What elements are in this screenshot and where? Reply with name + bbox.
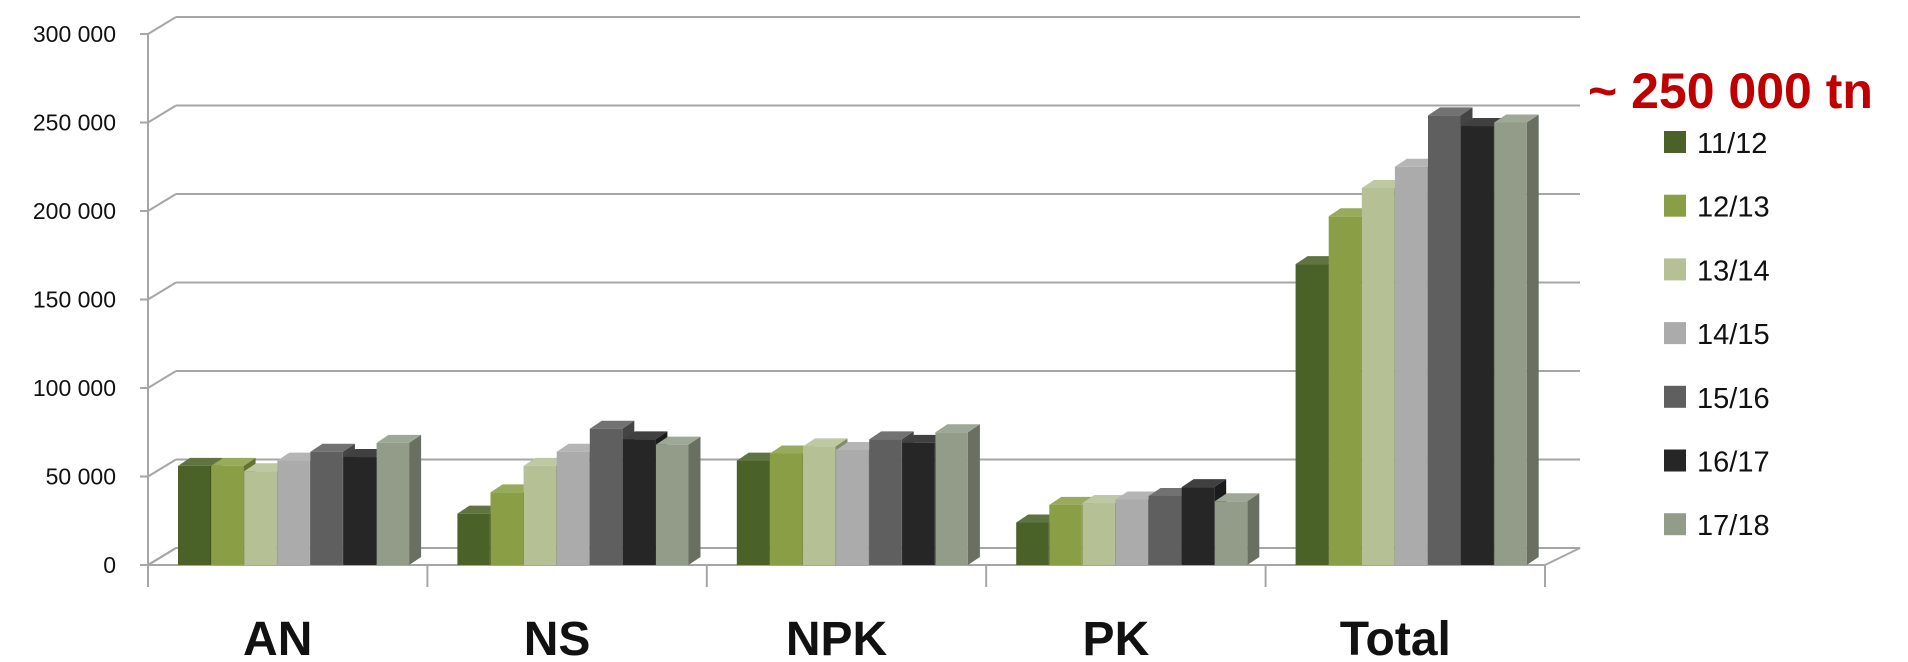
legend-item: 17/18 xyxy=(1664,510,1770,542)
legend-item: 13/14 xyxy=(1664,255,1770,287)
bar xyxy=(1214,493,1260,565)
category-label: NPK xyxy=(786,613,888,662)
legend-item: 15/16 xyxy=(1664,383,1770,415)
bars xyxy=(178,107,1539,566)
legend-label: 11/12 xyxy=(1697,128,1767,160)
category-label: Total xyxy=(1340,613,1451,662)
y-tick-label: 150 000 xyxy=(33,287,116,313)
category-label: AN xyxy=(243,613,312,662)
gridline-depth xyxy=(147,370,177,389)
y-tick-label: 50 000 xyxy=(46,464,116,490)
legend-swatch xyxy=(1664,194,1686,217)
legend-item: 12/13 xyxy=(1664,192,1770,224)
legend-label: 14/15 xyxy=(1697,319,1770,351)
legend-swatch xyxy=(1664,258,1686,281)
gridline-depth xyxy=(147,16,177,35)
legend-label: 16/17 xyxy=(1697,447,1770,479)
legend-item: 16/17 xyxy=(1664,447,1770,479)
bar xyxy=(376,434,422,565)
y-tick-labels: 0 50 000 100 000 150 000 200 000 250 000 300 0… xyxy=(33,21,116,578)
y-tick-label: 200 000 xyxy=(33,198,116,224)
legend-swatch xyxy=(1664,449,1686,472)
bar xyxy=(935,424,980,565)
legend: 11/12 12/13 13/14 14/15 15/16 16/17 17/18 xyxy=(1664,128,1770,542)
legend-swatch xyxy=(1664,322,1686,345)
legend-label: 12/13 xyxy=(1697,192,1770,224)
total-annotation: ~ 250 000 tn xyxy=(1588,63,1873,119)
legend-swatch xyxy=(1664,385,1686,408)
category-labels: AN NS NPK PK Total xyxy=(243,613,1451,662)
gridline-depth xyxy=(147,458,177,478)
gridline-depth xyxy=(147,104,177,124)
y-tick-label: 300 000 xyxy=(33,21,116,47)
y-tick-label: 0 xyxy=(103,552,116,578)
gridline-depth xyxy=(147,193,177,212)
category-label: PK xyxy=(1083,613,1150,662)
legend-swatch xyxy=(1664,513,1686,536)
y-tick-label: 250 000 xyxy=(33,110,116,136)
gridline-depth xyxy=(147,281,177,301)
category-label: NS xyxy=(524,613,591,662)
legend-label: 13/14 xyxy=(1697,255,1770,287)
legend-item: 11/12 xyxy=(1664,128,1767,160)
bar xyxy=(1494,114,1539,565)
legend-swatch xyxy=(1664,131,1686,153)
legend-label: 15/16 xyxy=(1697,383,1770,415)
y-tick-label: 100 000 xyxy=(33,375,116,401)
legend-item: 14/15 xyxy=(1664,319,1770,351)
bar xyxy=(656,436,701,565)
legend-label: 17/18 xyxy=(1697,510,1770,542)
